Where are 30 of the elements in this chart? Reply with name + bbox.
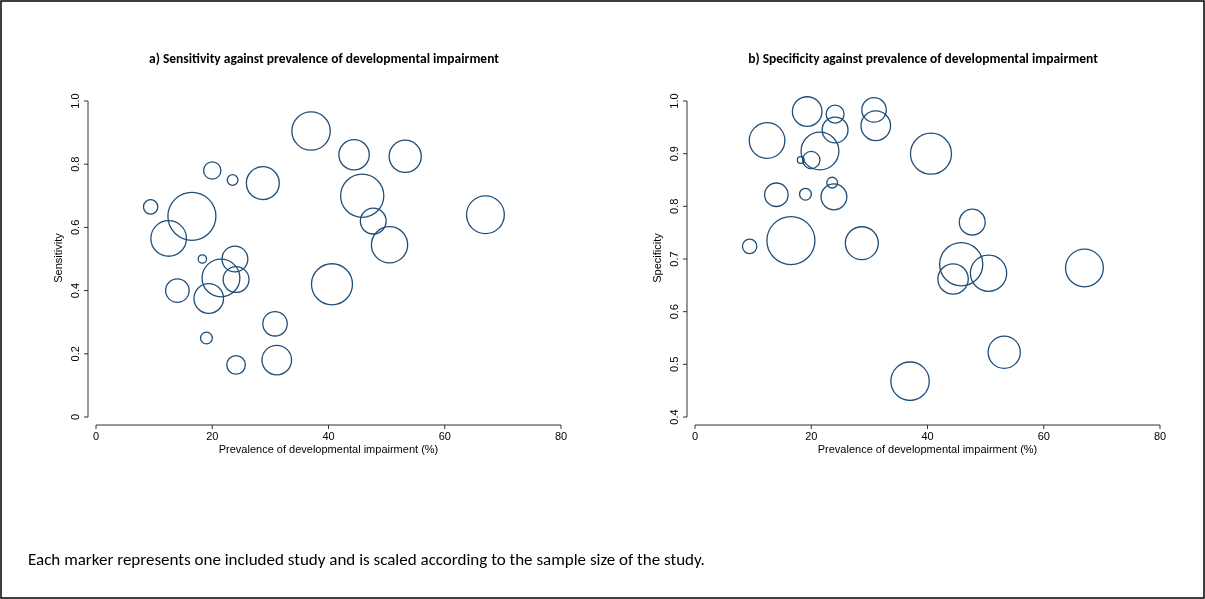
x-tick-label: 20 — [805, 430, 818, 442]
x-axis-title: Prevalence of developmental impairment (%) — [218, 443, 439, 455]
x-axis-title: Prevalence of developmental impairment (%) — [817, 443, 1038, 455]
text: Each marker represents one included study and is scaled according to the sample size of the study. — [28, 549, 705, 570]
y-tick-label: 0.2 — [69, 346, 81, 362]
y-tick-label: 1.0 — [69, 93, 81, 109]
y-tick-label: 0.8 — [668, 198, 680, 214]
y-tick-label: 0.9 — [668, 146, 680, 162]
x-tick-label: 60 — [1037, 430, 1050, 442]
y-tick-label: 1.0 — [668, 93, 680, 109]
y-tick-label: 0.4 — [668, 409, 680, 425]
y-tick-label: 0.6 — [668, 304, 680, 320]
y-tick-label: 0.5 — [668, 356, 680, 372]
x-tick-label: 60 — [438, 430, 451, 442]
x-tick-label: 80 — [554, 430, 568, 442]
x-tick-label: 0 — [691, 430, 699, 442]
chart-title: b) Specificity against prevalence of developmental impairment — [748, 50, 1099, 67]
y-tick-label: 0 — [69, 413, 81, 421]
y-tick-label: 0.7 — [668, 251, 680, 267]
y-tick-label: 0.4 — [69, 282, 81, 299]
x-tick-label: 20 — [206, 430, 219, 442]
x-tick-label: 80 — [1153, 430, 1167, 442]
x-tick-label: 40 — [921, 430, 934, 442]
y-axis-title: Specificity — [651, 232, 663, 283]
y-tick-label: 0.8 — [69, 156, 81, 172]
x-tick-label: 0 — [92, 430, 100, 442]
y-axis-title: Sensitivity — [52, 232, 64, 283]
y-tick-label: 0.6 — [69, 219, 81, 236]
x-tick-label: 40 — [322, 430, 335, 442]
chart-title: a) Sensitivity against prevalence of developmental impairment — [149, 50, 500, 67]
